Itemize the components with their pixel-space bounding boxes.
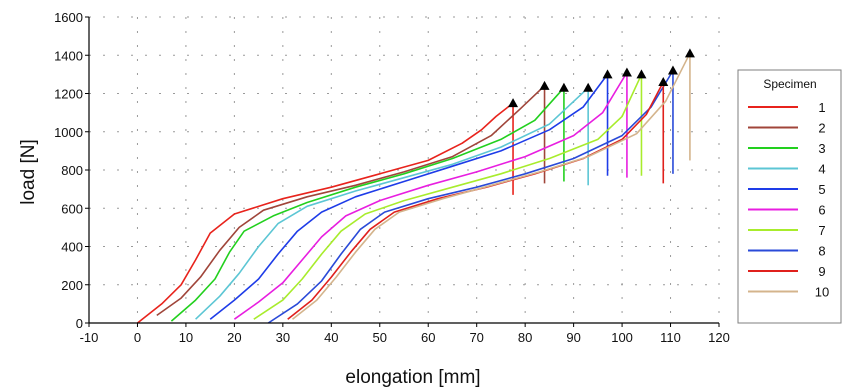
y-tick-label: 0: [76, 316, 83, 331]
x-axis-title: elongation [mm]: [345, 367, 480, 388]
series-line-1: [137, 102, 514, 324]
legend-label-5: 5: [818, 182, 825, 197]
series-line-10: [292, 52, 691, 320]
x-tick-labels: -10 0 10 20 30 40 50 60 70 80 90 100 110 120: [80, 323, 730, 345]
series-line-6: [233, 72, 628, 320]
legend-label-8: 8: [818, 244, 825, 259]
x-tick-label: 30: [276, 330, 290, 345]
y-tick-labels: 0 200 400 600 800 1000 1200 1400 1600: [54, 10, 89, 331]
break-marker-2: [539, 80, 550, 90]
y-tick-label: 1600: [54, 10, 83, 25]
y-tick-label: 600: [61, 201, 83, 216]
break-marker-8: [667, 65, 678, 75]
series-line-8: [267, 70, 674, 324]
legend-label-10: 10: [815, 285, 829, 300]
series-line-5: [209, 73, 609, 320]
series-10: [292, 48, 695, 320]
series-4: [195, 82, 594, 320]
y-tick-label: 1400: [54, 48, 83, 63]
legend-label-2: 2: [818, 121, 825, 136]
legend: Specimen 1 2 3 4 5 6 7 8 9 10: [737, 69, 842, 324]
break-marker-5: [602, 69, 613, 79]
series-9: [287, 77, 669, 320]
x-tick-label: 60: [421, 330, 435, 345]
x-tick-label: 10: [179, 330, 193, 345]
legend-label-9: 9: [818, 264, 825, 279]
series-group: [137, 48, 695, 324]
x-tick-label: 90: [566, 330, 580, 345]
x-tick-label: 100: [611, 330, 633, 345]
y-tick-label: 800: [61, 163, 83, 178]
series-line-3: [170, 87, 565, 322]
legend-label-3: 3: [818, 141, 825, 156]
series-line-4: [195, 87, 589, 320]
series-line-2: [156, 85, 546, 317]
x-tick-label: 0: [134, 330, 141, 345]
legend-box: [737, 69, 842, 324]
series-5: [209, 69, 613, 320]
break-marker-7: [636, 69, 647, 79]
x-tick-label: 50: [373, 330, 387, 345]
series-line-7: [253, 74, 643, 320]
legend-label-7: 7: [818, 223, 825, 238]
break-marker-10: [684, 48, 695, 58]
break-marker-9: [658, 77, 669, 87]
x-tick-label: 40: [324, 330, 338, 345]
series-line-9: [287, 81, 665, 320]
legend-label-1: 1: [818, 100, 825, 115]
series-7: [253, 69, 647, 320]
legend-items: 1 2 3 4 5 6 7 8 9 10: [748, 100, 829, 300]
series-3: [170, 82, 569, 322]
legend-label-6: 6: [818, 203, 825, 218]
y-axis-title: load [N]: [18, 139, 39, 204]
break-marker-4: [583, 82, 594, 92]
y-tick-label: 1200: [54, 87, 83, 102]
y-tick-label: 400: [61, 240, 83, 255]
legend-title: Specimen: [763, 77, 816, 91]
y-tick-label: 200: [61, 278, 83, 293]
series-6: [233, 67, 632, 320]
break-marker-6: [621, 67, 632, 77]
x-tick-label: 70: [469, 330, 483, 345]
x-tick-label: 80: [518, 330, 532, 345]
legend-label-4: 4: [818, 162, 825, 177]
break-marker-1: [508, 98, 519, 108]
x-tick-label: -10: [80, 330, 99, 345]
x-tick-label: 20: [227, 330, 241, 345]
y-tick-label: 1000: [54, 125, 83, 140]
x-tick-label: 120: [708, 330, 730, 345]
break-marker-3: [558, 82, 569, 92]
plot-area: [89, 17, 719, 323]
x-tick-label: 110: [660, 330, 681, 345]
